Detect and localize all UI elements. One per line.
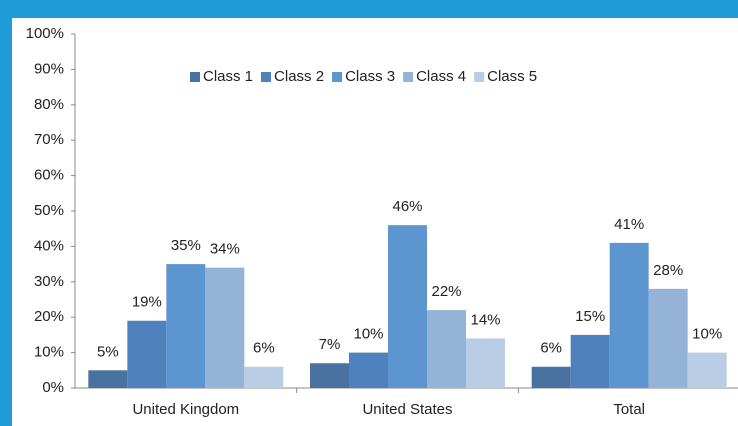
data-label: 10% — [353, 326, 383, 343]
legend-label: Class 5 — [487, 68, 537, 85]
bar — [427, 310, 466, 388]
data-label: 46% — [392, 198, 422, 215]
x-tick-label: United States — [362, 401, 452, 418]
legend-label: Class 3 — [345, 68, 395, 85]
bar — [310, 363, 349, 388]
data-label: 35% — [171, 237, 201, 254]
y-tick-label: 40% — [34, 237, 64, 254]
legend-swatch — [474, 72, 485, 82]
y-tick-label: 80% — [34, 96, 64, 113]
y-tick-label: 90% — [34, 60, 64, 77]
data-label: 6% — [540, 340, 562, 357]
bar — [388, 225, 427, 388]
data-label: 15% — [575, 308, 605, 325]
y-tick-label: 50% — [34, 202, 64, 219]
bar — [244, 366, 284, 388]
data-label: 19% — [132, 294, 162, 311]
bar — [687, 352, 727, 388]
data-label: 6% — [253, 340, 275, 357]
data-label: 10% — [692, 326, 722, 343]
bar — [531, 366, 571, 388]
y-tick-label: 0% — [42, 379, 64, 396]
bar — [127, 320, 167, 388]
y-tick-label: 20% — [34, 308, 64, 325]
legend-label: Class 1 — [203, 68, 253, 85]
legend-label: Class 2 — [274, 68, 324, 85]
bar — [349, 352, 388, 388]
bar — [648, 288, 688, 388]
data-label: 5% — [97, 343, 119, 360]
y-tick-label: 60% — [34, 167, 64, 184]
bar — [466, 338, 505, 388]
x-tick-label: Total — [613, 401, 645, 418]
y-tick-label: 30% — [34, 273, 64, 290]
y-tick-label: 100% — [26, 25, 64, 42]
data-label: 7% — [319, 336, 341, 353]
y-tick-label: 10% — [34, 344, 64, 361]
bar — [570, 334, 610, 388]
legend-swatch — [403, 72, 414, 82]
bar — [88, 370, 128, 388]
data-label: 34% — [210, 241, 240, 258]
y-tick-label: 70% — [34, 131, 64, 148]
data-label: 22% — [431, 283, 461, 300]
legend-swatch — [261, 72, 272, 82]
bar — [609, 242, 649, 388]
x-tick-label: United Kingdom — [132, 401, 239, 418]
bar — [166, 264, 206, 388]
data-label: 41% — [614, 216, 644, 233]
legend-label: Class 4 — [416, 68, 466, 85]
legend-swatch — [332, 72, 343, 82]
data-label: 28% — [653, 262, 683, 279]
legend-swatch — [190, 72, 200, 82]
data-label: 14% — [470, 311, 500, 328]
bar — [205, 267, 245, 388]
